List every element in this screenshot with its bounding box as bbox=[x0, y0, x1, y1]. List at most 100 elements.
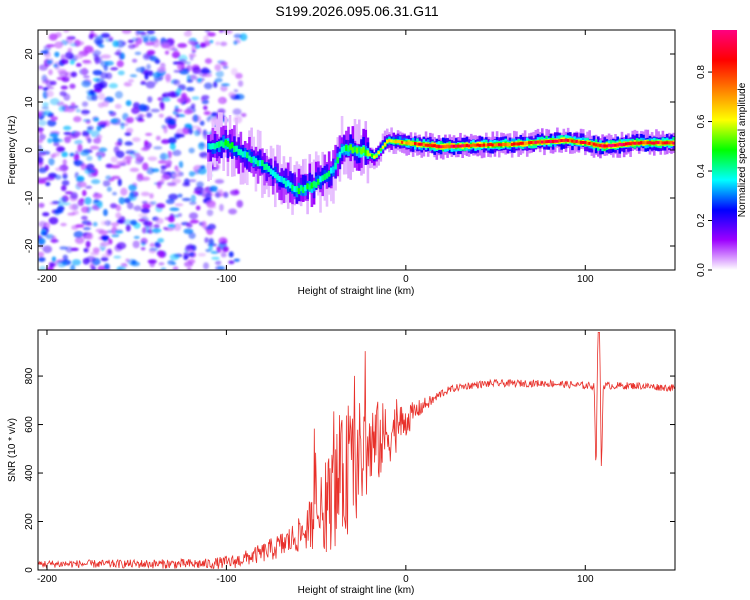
heatmap-ridge-cell bbox=[618, 142, 622, 146]
heatmap-noise-blob bbox=[135, 67, 145, 73]
heatmap-noise-blob bbox=[75, 40, 85, 46]
heatmap-ridge-cell bbox=[532, 141, 536, 145]
heatmap-noise-blob bbox=[237, 80, 244, 87]
heatmap-noise-blob bbox=[219, 203, 224, 212]
heatmap-noise-blob bbox=[38, 151, 46, 157]
heatmap-noise-blob bbox=[228, 260, 235, 265]
heatmap-ridge-cell bbox=[233, 136, 236, 177]
heatmap-ridge-cell bbox=[620, 143, 624, 147]
heatmap-noise-blob bbox=[159, 101, 165, 109]
heatmap-noise-blob bbox=[85, 185, 92, 189]
heatmap-noise-blob bbox=[163, 125, 168, 134]
heatmap-ridge-cell bbox=[379, 148, 383, 152]
heatmap-noise-blob bbox=[168, 215, 175, 223]
heatmap-ridge-cell bbox=[297, 168, 301, 196]
heatmap-ridge-cell bbox=[222, 135, 225, 147]
snr-y-ticks: 0 200 400 600 800 bbox=[24, 367, 675, 573]
heatmap-noise-blob bbox=[98, 56, 103, 64]
heatmap-noise-blob bbox=[194, 129, 201, 137]
heatmap-ridge-cell bbox=[243, 151, 247, 158]
heatmap-noise-blob bbox=[129, 191, 135, 200]
heatmap-noise-blob bbox=[140, 191, 150, 197]
heatmap-noise-blob bbox=[38, 202, 45, 208]
heatmap-noise-blob bbox=[100, 234, 110, 241]
heatmap-noise-blob bbox=[110, 156, 118, 163]
heatmap-ridge-cell bbox=[411, 142, 415, 146]
heatmap-ridge-cell bbox=[265, 163, 269, 170]
heatmap-ridge-cell bbox=[377, 151, 380, 155]
heatmap-noise-blob bbox=[121, 30, 132, 34]
heatmap-noise-blob bbox=[38, 139, 44, 144]
heatmap-ridge-cell bbox=[551, 139, 555, 143]
snr-series-line bbox=[38, 332, 675, 570]
heatmap-noise-blob bbox=[68, 104, 79, 109]
heatmap-ridge-cell bbox=[364, 129, 368, 157]
heatmap-noise-blob bbox=[38, 156, 44, 164]
heatmap-noise-blob bbox=[135, 153, 142, 161]
heatmap-noise-blob bbox=[40, 50, 49, 55]
heatmap-noise-blob bbox=[193, 170, 200, 175]
heatmap-ridge-cell bbox=[624, 142, 628, 146]
heatmap-noise-blob bbox=[160, 174, 170, 181]
heatmap-ridge-cell bbox=[327, 170, 331, 177]
heatmap-noise-blob bbox=[206, 116, 211, 122]
heatmap-noise-blob bbox=[82, 130, 90, 137]
heatmap-noise-blob bbox=[235, 72, 243, 79]
heatmap-noise-blob bbox=[92, 247, 100, 253]
heatmap-noise-blob bbox=[203, 110, 211, 116]
heatmap-noise-blob bbox=[145, 112, 153, 118]
heatmap-ridge-cell bbox=[289, 171, 292, 189]
heatmap-ridge-cell bbox=[383, 142, 387, 146]
heatmap-noise-blob bbox=[115, 141, 122, 146]
heatmap-noise-blob bbox=[42, 102, 49, 107]
heatmap-ridge-cell bbox=[489, 143, 492, 147]
heatmap-ridge-cell bbox=[431, 144, 434, 148]
heatmap-noise-blob bbox=[58, 197, 67, 204]
heatmap-ridge-cell bbox=[487, 143, 490, 147]
heatmap-ridge-cell bbox=[444, 145, 447, 149]
heatmap-noise-blob bbox=[171, 173, 182, 178]
heatmap-ridge-cell bbox=[213, 133, 217, 152]
heatmap-ridge-cell bbox=[226, 140, 230, 159]
snr-y-label: SNR (10 * v/v) bbox=[7, 418, 18, 482]
heatmap-noise-blob bbox=[51, 256, 57, 263]
heatmap-noise-blob bbox=[204, 30, 211, 33]
heatmap-ridge-cell bbox=[250, 156, 253, 164]
heatmap-noise-blob bbox=[65, 51, 74, 60]
heatmap-noise-blob bbox=[183, 30, 192, 37]
heatmap-noise-blob bbox=[55, 167, 63, 172]
snr-frame bbox=[37, 329, 676, 571]
heatmap-noise-blob bbox=[185, 244, 194, 250]
heatmap-noise-blob bbox=[56, 138, 64, 143]
heatmap-ridge-cell bbox=[256, 156, 260, 184]
heatmap-noise-blob bbox=[48, 157, 55, 166]
heatmap-noise-blob bbox=[75, 224, 85, 228]
heatmap-ridge-cell bbox=[612, 143, 615, 147]
heatmap-noise-blob bbox=[101, 100, 109, 107]
spectrogram-x-ticks: -200 -100 0 100 bbox=[37, 30, 594, 285]
heatmap-ridge-cell bbox=[235, 145, 238, 152]
heatmap-noise-blob bbox=[56, 145, 65, 153]
heatmap-noise-blob bbox=[146, 229, 154, 234]
snr-x-tick-label: -200 bbox=[37, 574, 57, 585]
heatmap-noise-blob bbox=[218, 98, 225, 103]
heatmap-ridge-cell bbox=[633, 141, 637, 145]
heatmap-noise-blob bbox=[191, 96, 200, 100]
heatmap-ridge-cell bbox=[360, 148, 363, 155]
heatmap-noise-blob bbox=[97, 202, 103, 209]
heatmap-noise-blob bbox=[131, 58, 138, 63]
heatmap-ridge-cell bbox=[650, 141, 654, 145]
heatmap-ridge-cell bbox=[209, 143, 213, 150]
heatmap-ridge-cell bbox=[616, 143, 619, 147]
snr-x-tick-label: 0 bbox=[403, 574, 409, 585]
heatmap-noise-blob bbox=[132, 137, 141, 143]
heatmap-ridge-cell bbox=[590, 142, 594, 146]
heatmap-noise-blob bbox=[86, 155, 93, 161]
heatmap-ridge-cell bbox=[422, 143, 426, 147]
heatmap-ridge-cell bbox=[439, 145, 443, 149]
heatmap-ridge-cell bbox=[461, 144, 464, 148]
heatmap-ridge-cell bbox=[276, 174, 279, 181]
heatmap-ridge-cell bbox=[263, 152, 266, 171]
heatmap-ridge-cell bbox=[485, 143, 488, 147]
heatmap-noise-blob bbox=[132, 240, 140, 249]
